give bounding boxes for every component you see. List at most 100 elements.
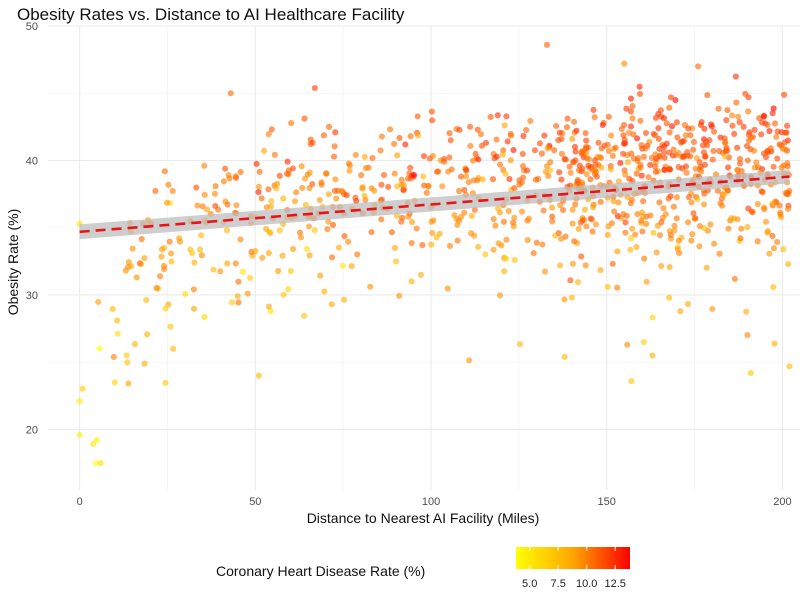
data-point <box>555 136 562 144</box>
data-point <box>109 305 116 313</box>
data-point <box>265 186 272 193</box>
data-point <box>429 152 437 160</box>
data-point <box>556 169 563 176</box>
data-point <box>232 173 239 180</box>
data-point <box>754 238 761 245</box>
data-point <box>221 165 229 172</box>
data-point <box>167 323 174 330</box>
data-point <box>256 168 263 176</box>
data-point <box>496 209 504 216</box>
legend-tick-label: 12.5 <box>604 578 625 590</box>
data-point <box>566 163 573 170</box>
data-point <box>571 201 579 208</box>
data-point <box>233 202 240 209</box>
data-point <box>496 161 504 168</box>
data-point <box>454 237 461 244</box>
data-point <box>510 146 517 154</box>
data-point <box>124 359 131 366</box>
data-point <box>604 283 611 291</box>
data-point <box>163 199 171 206</box>
data-point <box>272 184 280 192</box>
data-point <box>561 353 568 361</box>
data-point <box>707 221 714 228</box>
data-point <box>730 215 738 222</box>
data-point <box>398 214 406 221</box>
data-point <box>475 156 482 163</box>
data-point <box>633 170 640 177</box>
data-point <box>774 155 781 162</box>
data-point <box>226 175 233 182</box>
data-point <box>203 206 211 213</box>
data-point <box>598 145 605 152</box>
data-point <box>631 231 639 238</box>
data-point <box>724 147 731 154</box>
data-point <box>246 274 254 282</box>
data-point <box>301 115 308 122</box>
data-point <box>276 172 283 180</box>
data-point <box>556 129 563 136</box>
data-point <box>469 157 477 164</box>
y-tick-label: 50 <box>26 21 38 33</box>
y-tick-label: 20 <box>26 424 38 436</box>
data-point <box>647 161 654 169</box>
data-point <box>592 221 600 228</box>
data-point <box>280 195 287 202</box>
data-point <box>670 203 678 210</box>
data-point <box>673 119 681 126</box>
data-point <box>682 132 690 139</box>
data-point <box>406 164 414 171</box>
data-point <box>210 266 217 273</box>
data-point <box>627 123 635 130</box>
data-point <box>673 194 681 201</box>
data-point <box>428 117 436 124</box>
data-point <box>410 171 418 179</box>
data-point <box>700 149 708 156</box>
legend-ticks: 5.0 7.5 10.0 12.5 <box>522 547 626 590</box>
data-point <box>188 250 196 257</box>
data-point <box>770 283 777 291</box>
data-point <box>561 296 568 303</box>
data-point <box>541 132 548 139</box>
data-point <box>627 95 635 102</box>
data-point <box>767 145 774 152</box>
data-point <box>614 248 621 255</box>
data-point <box>395 292 403 300</box>
data-point <box>721 138 729 146</box>
data-point <box>607 132 615 139</box>
legend-title: Coronary Heart Disease Rate (%) <box>216 563 425 579</box>
data-point <box>582 129 589 137</box>
data-point <box>408 218 416 226</box>
data-point <box>733 99 740 106</box>
data-point <box>589 228 596 235</box>
data-point <box>420 182 428 189</box>
data-point <box>316 196 324 204</box>
data-point <box>141 254 148 262</box>
data-point <box>779 245 787 253</box>
data-point <box>557 201 564 209</box>
data-point <box>770 163 777 170</box>
data-point <box>582 262 589 269</box>
data-point <box>518 208 526 215</box>
data-point <box>509 219 517 226</box>
data-point <box>624 159 632 166</box>
data-point <box>642 129 650 137</box>
data-point <box>734 113 742 120</box>
data-point <box>332 129 339 136</box>
data-point <box>567 169 574 176</box>
data-point <box>736 118 743 126</box>
data-point <box>496 292 504 299</box>
data-point <box>696 222 704 230</box>
data-point <box>505 207 512 215</box>
data-point <box>578 253 585 260</box>
data-point <box>492 222 499 229</box>
data-point <box>212 183 219 190</box>
data-point <box>697 163 704 170</box>
data-point <box>369 154 376 162</box>
data-point <box>194 202 201 209</box>
data-point <box>402 141 409 148</box>
data-point <box>500 218 508 226</box>
data-point <box>758 119 766 126</box>
trend-line-group <box>79 169 790 240</box>
data-point <box>392 258 400 265</box>
data-point <box>764 121 771 129</box>
